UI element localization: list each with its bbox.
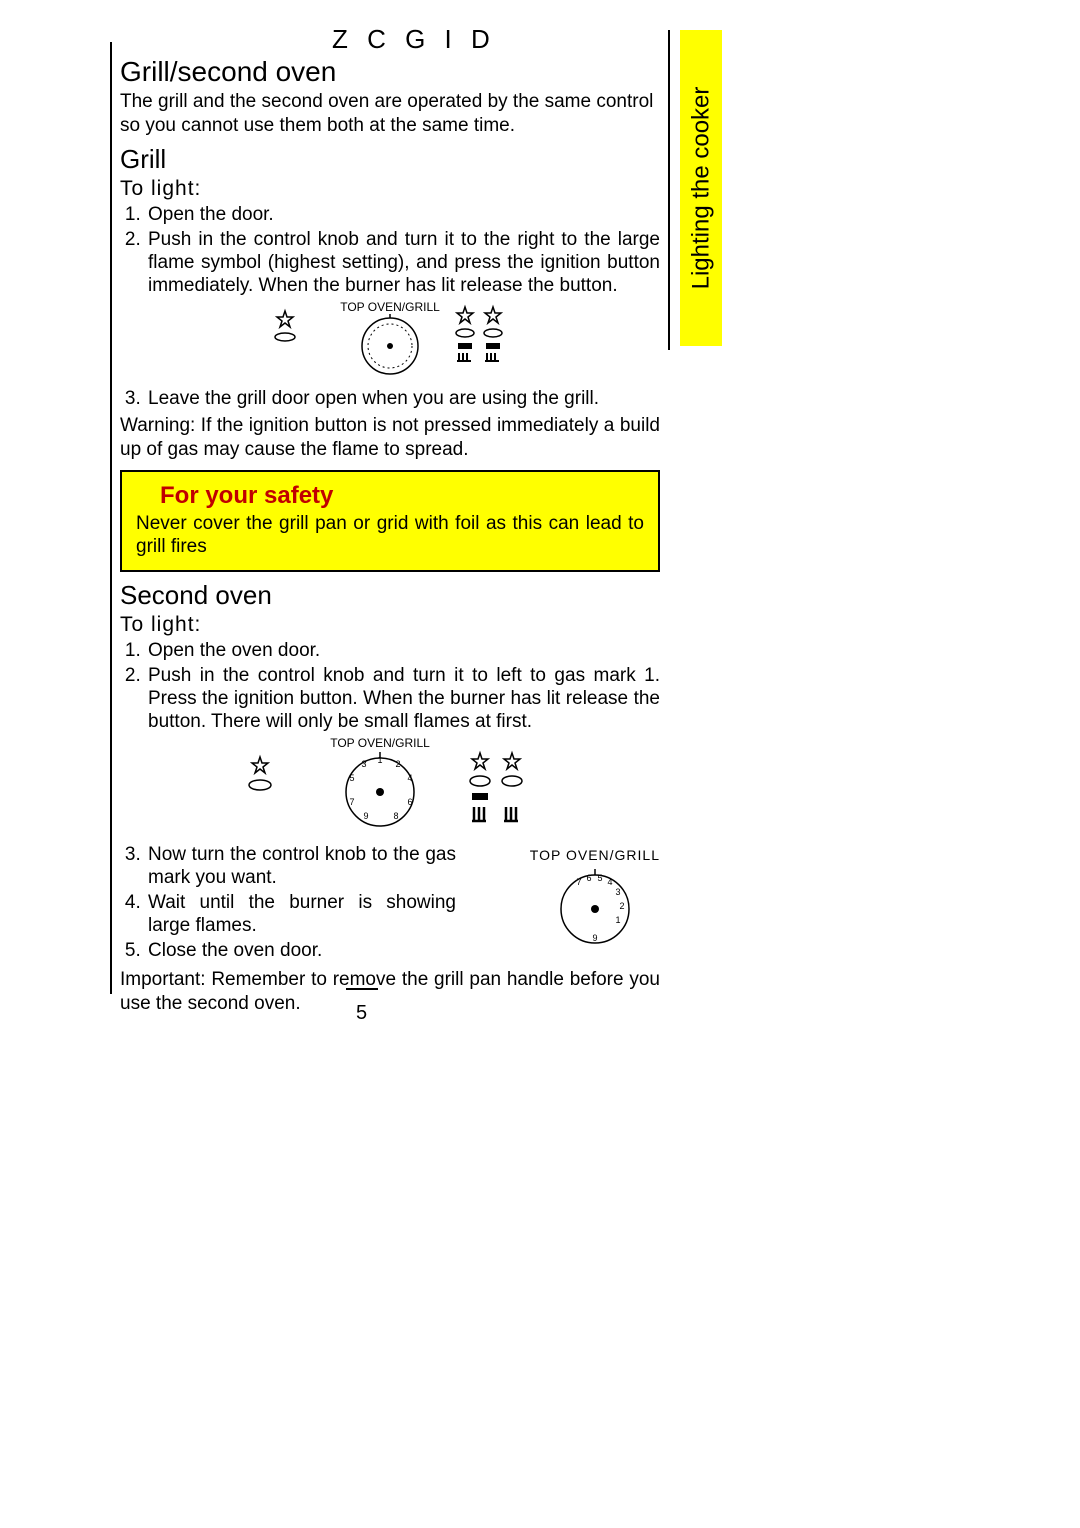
- left-rule: [110, 42, 112, 994]
- grill-diagram: TOP OVEN/GRILL: [120, 301, 660, 381]
- heading-grill: Grill: [120, 144, 660, 175]
- svg-text:2: 2: [619, 901, 624, 911]
- svg-text:6: 6: [407, 797, 412, 807]
- safety-body: Never cover the grill pan or grid with f…: [136, 512, 644, 558]
- svg-text:1: 1: [615, 915, 620, 925]
- grill-steps-cont: Leave the grill door open when you are u…: [120, 387, 660, 410]
- safety-title: For your safety: [160, 482, 644, 510]
- svg-text:7: 7: [349, 797, 354, 807]
- svg-text:2: 2: [395, 759, 400, 769]
- grill-to-light: To light:: [120, 177, 660, 201]
- svg-text:9: 9: [363, 811, 368, 821]
- second-oven-diagram: TOP OVEN/GRILL 123 45 67 89: [120, 737, 660, 837]
- svg-text:9: 9: [592, 933, 597, 943]
- heading-second-oven: Second oven: [120, 580, 660, 611]
- svg-text:4: 4: [607, 877, 612, 887]
- safety-box: For your safety Never cover the grill pa…: [120, 470, 660, 572]
- second-oven-step-1: Open the oven door.: [146, 639, 660, 662]
- svg-text:8: 8: [393, 811, 398, 821]
- page-number: 5: [356, 1002, 367, 1025]
- main-content: Grill/second oven The grill and the seco…: [120, 46, 660, 1020]
- svg-text:6: 6: [586, 873, 591, 883]
- heading-grill-second-oven: Grill/second oven: [120, 56, 660, 88]
- svg-text:3: 3: [615, 887, 620, 897]
- intro-text: The grill and the second oven are operat…: [120, 90, 660, 138]
- section-tab-label: Lighting the cooker: [687, 87, 715, 290]
- svg-text:3: 3: [361, 759, 366, 769]
- second-oven-step-2: Push in the control knob and turn it to …: [146, 664, 660, 733]
- svg-text:TOP OVEN/GRILL: TOP OVEN/GRILL: [340, 301, 440, 314]
- side-dial-diagram: TOP OVEN/GRILL 765 43 2 1 9: [530, 847, 660, 952]
- svg-text:7: 7: [576, 877, 581, 887]
- grill-step-1: Open the door.: [146, 203, 660, 226]
- second-oven-step-3: Now turn the control knob to the gas mar…: [146, 843, 456, 889]
- second-oven-steps-cont: Now turn the control knob to the gas mar…: [120, 843, 456, 962]
- grill-step-3: Leave the grill door open when you are u…: [146, 387, 660, 410]
- svg-text:5: 5: [597, 873, 602, 883]
- svg-text:4: 4: [407, 773, 412, 783]
- section-tab: Lighting the cooker: [680, 30, 722, 346]
- grill-step-2: Push in the control knob and turn it to …: [146, 228, 660, 297]
- page-number-rule: [346, 988, 378, 990]
- svg-text:TOP OVEN/GRILL: TOP OVEN/GRILL: [330, 737, 430, 750]
- grill-steps: Open the door. Push in the control knob …: [120, 203, 660, 297]
- second-oven-step-5: Close the oven door.: [146, 939, 456, 962]
- side-dial-label: TOP OVEN/GRILL: [530, 847, 660, 863]
- second-oven-step-4: Wait until the burner is showing large f…: [146, 891, 456, 937]
- second-oven-steps: Open the oven door. Push in the control …: [120, 639, 660, 733]
- sidebar-rule: [668, 30, 670, 350]
- second-oven-to-light: To light:: [120, 613, 660, 637]
- second-oven-important: Important: Remember to remove the grill …: [120, 968, 660, 1016]
- grill-warning: Warning: If the ignition button is not p…: [120, 414, 660, 462]
- svg-text:5: 5: [349, 773, 354, 783]
